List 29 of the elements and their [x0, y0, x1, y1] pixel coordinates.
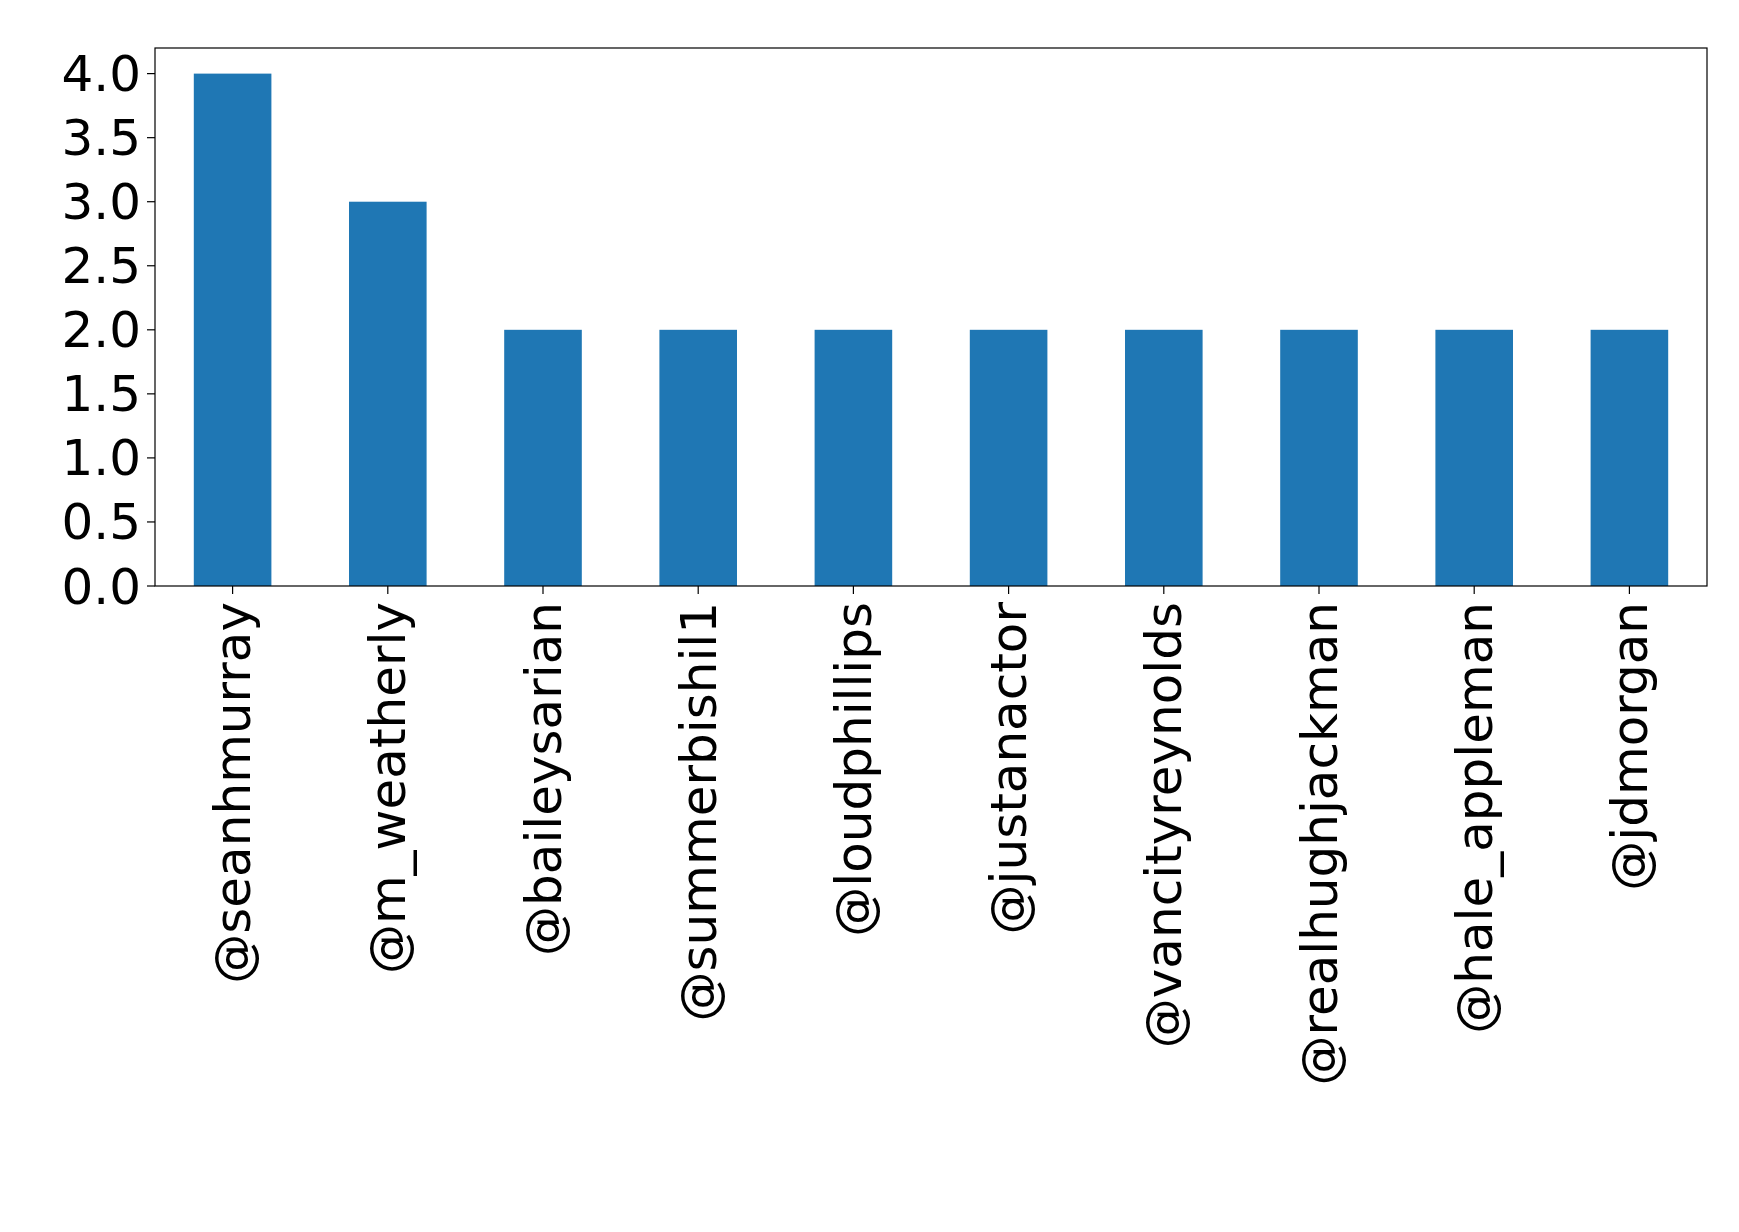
bar — [193, 73, 272, 586]
x-tick-label: @loudphillips — [824, 602, 883, 937]
x-tick-label: @seanhmurray — [204, 602, 263, 984]
bar — [1435, 329, 1513, 586]
x-tick-label: @m_weatherly — [359, 602, 418, 975]
bar — [969, 329, 1048, 586]
y-tick-label: 1.5 — [61, 365, 141, 424]
bar — [659, 329, 737, 586]
x-tick-label: @summerbishil1 — [669, 602, 728, 1022]
bar — [349, 201, 427, 586]
x-tick-label: @realhughjackman — [1290, 602, 1349, 1086]
y-tick-label: 4.0 — [61, 45, 141, 104]
bar — [1280, 329, 1358, 586]
x-tick-label: @jdmorgan — [1600, 602, 1659, 891]
y-tick-label: 3.0 — [61, 173, 141, 232]
y-tick-label: 0.5 — [61, 493, 141, 552]
bar — [814, 329, 893, 586]
x-tick-label: @vancityreynolds — [1135, 602, 1194, 1049]
y-tick-label: 0.0 — [61, 557, 141, 616]
bar — [504, 329, 582, 586]
y-tick-label: 2.5 — [61, 237, 141, 296]
bar — [1125, 329, 1203, 586]
y-tick-label: 3.5 — [61, 109, 141, 168]
x-tick-label: @hale_appleman — [1445, 602, 1504, 1034]
x-tick-label: @justanactor — [980, 601, 1039, 935]
y-tick-label: 1.0 — [61, 429, 141, 488]
y-tick-label: 2.0 — [61, 301, 141, 360]
x-tick-label: @baileysarian — [514, 602, 573, 956]
bar — [1590, 329, 1669, 586]
